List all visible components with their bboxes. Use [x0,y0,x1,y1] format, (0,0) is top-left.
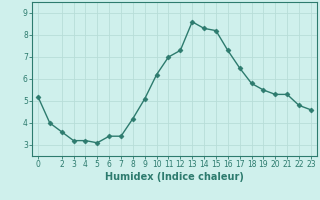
X-axis label: Humidex (Indice chaleur): Humidex (Indice chaleur) [105,172,244,182]
